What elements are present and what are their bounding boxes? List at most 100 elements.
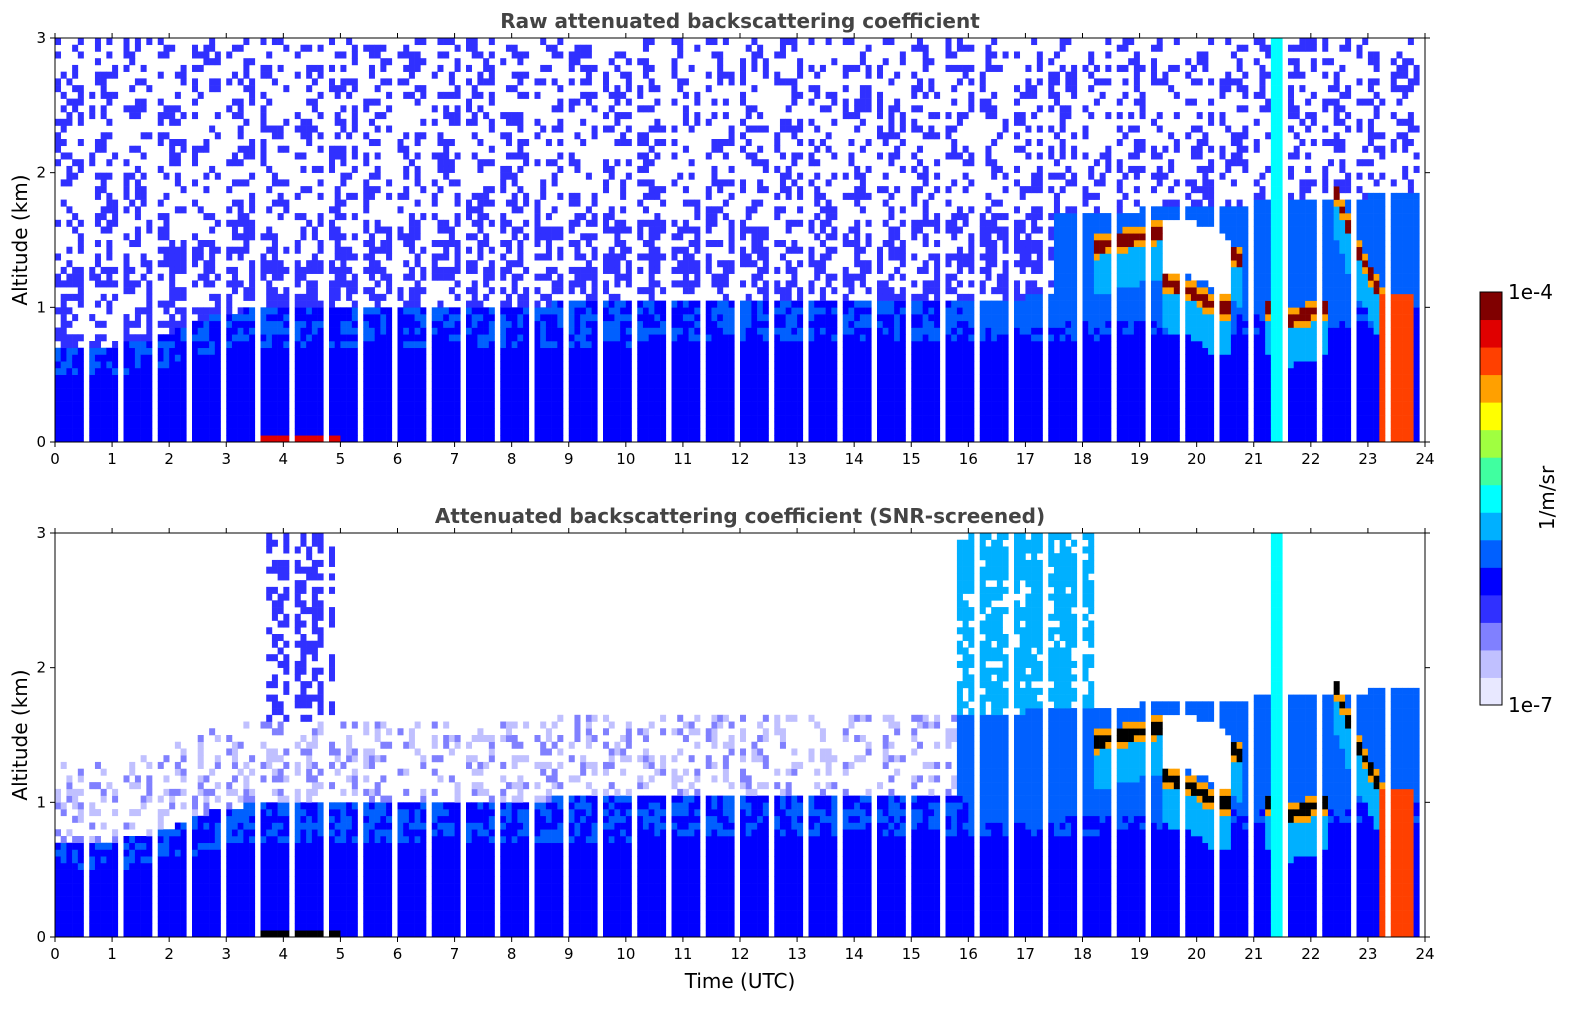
heatmap-cell <box>648 435 655 443</box>
heatmap-cell <box>614 98 621 106</box>
heatmap-cell <box>249 226 256 234</box>
heatmap-cell <box>454 314 461 322</box>
heatmap-cell <box>557 374 564 382</box>
heatmap-cell <box>762 186 769 194</box>
heatmap-cell <box>346 293 353 301</box>
heatmap-cell <box>842 361 849 369</box>
heatmap-cell <box>505 320 512 328</box>
heatmap-cell <box>100 381 107 389</box>
heatmap-cell <box>129 172 136 180</box>
heatmap-cell <box>688 374 695 382</box>
heatmap-cell <box>488 273 495 281</box>
heatmap-cell <box>300 428 307 436</box>
heatmap-cell <box>717 139 724 147</box>
heatmap-cell <box>197 253 204 261</box>
heatmap-cell <box>882 314 889 322</box>
heatmap-cell <box>488 401 495 409</box>
heatmap-cell <box>825 307 832 315</box>
heatmap-cell <box>934 347 941 355</box>
heatmap-cell <box>77 266 84 274</box>
heatmap-cell <box>397 206 404 214</box>
heatmap-cell <box>283 341 290 349</box>
heatmap-cell <box>785 246 792 254</box>
heatmap-cell <box>557 435 564 443</box>
heatmap-cell <box>466 374 473 382</box>
heatmap-cell <box>968 206 975 214</box>
heatmap-cell <box>368 347 375 355</box>
heatmap-cell <box>363 388 370 396</box>
heatmap-cell <box>466 367 473 375</box>
heatmap-cell <box>260 408 267 416</box>
heatmap-cell <box>922 206 929 214</box>
heatmap-cell <box>591 125 598 133</box>
heatmap-cell <box>968 408 975 416</box>
heatmap-cell <box>443 105 450 113</box>
heatmap-cell <box>209 435 216 443</box>
heatmap-cell <box>129 145 136 153</box>
heatmap-cell <box>568 226 575 234</box>
heatmap-cell <box>591 293 598 301</box>
heatmap-cell <box>774 287 781 295</box>
heatmap-cell <box>511 307 518 315</box>
heatmap-cell <box>260 381 267 389</box>
heatmap-cell <box>574 98 581 106</box>
heatmap-cell <box>968 320 975 328</box>
heatmap-cell <box>368 307 375 315</box>
heatmap-cell <box>414 260 421 268</box>
heatmap-cell <box>814 186 821 194</box>
heatmap-cell <box>100 91 107 99</box>
heatmap-cell <box>911 233 918 241</box>
heatmap-cell <box>408 307 415 315</box>
heatmap-cell <box>408 64 415 72</box>
heatmap-cell <box>55 408 62 416</box>
heatmap-cell <box>540 394 547 402</box>
heatmap-cell <box>705 266 712 274</box>
heatmap-cell <box>403 334 410 342</box>
heatmap-cell <box>551 51 558 59</box>
heatmap-cell <box>962 347 969 355</box>
heatmap-cell <box>209 226 216 234</box>
heatmap-cell <box>757 44 764 52</box>
heatmap-cell <box>540 293 547 301</box>
heatmap-cell <box>517 51 524 59</box>
heatmap-cell <box>192 415 199 423</box>
heatmap-cell <box>368 428 375 436</box>
heatmap-cell <box>608 266 615 274</box>
heatmap-cell <box>192 145 199 153</box>
heatmap-cell <box>260 145 267 153</box>
heatmap-cell <box>996 287 1003 295</box>
heatmap-cell <box>260 327 267 335</box>
heatmap-cell <box>859 192 866 200</box>
heatmap-cell <box>517 71 524 79</box>
heatmap-cell <box>694 421 701 429</box>
heatmap-cell <box>899 118 906 126</box>
heatmap-cell <box>277 125 284 133</box>
heatmap-cell <box>454 394 461 402</box>
heatmap-cell <box>854 186 861 194</box>
heatmap-cell <box>294 415 301 423</box>
heatmap-cell <box>934 293 941 301</box>
heatmap-cell <box>859 300 866 308</box>
heatmap-cell <box>877 428 884 436</box>
heatmap-cell <box>551 159 558 167</box>
heatmap-cell <box>317 320 324 328</box>
heatmap-cell <box>346 421 353 429</box>
heatmap-cell <box>728 314 735 322</box>
heatmap-cell <box>774 361 781 369</box>
heatmap-cell <box>386 347 393 355</box>
heatmap-cell <box>854 341 861 349</box>
heatmap-cell <box>271 334 278 342</box>
heatmap-cell <box>346 374 353 382</box>
heatmap-cell <box>882 320 889 328</box>
heatmap-cell <box>106 266 113 274</box>
heatmap-cell <box>317 361 324 369</box>
heatmap-cell <box>471 91 478 99</box>
heatmap-cell <box>523 374 530 382</box>
heatmap-cell <box>996 165 1003 173</box>
heatmap-cell <box>831 213 838 221</box>
heatmap-cell <box>420 435 427 443</box>
heatmap-cell <box>249 361 256 369</box>
heatmap-cell <box>625 139 632 147</box>
heatmap-cell <box>603 165 610 173</box>
heatmap-cell <box>888 314 895 322</box>
